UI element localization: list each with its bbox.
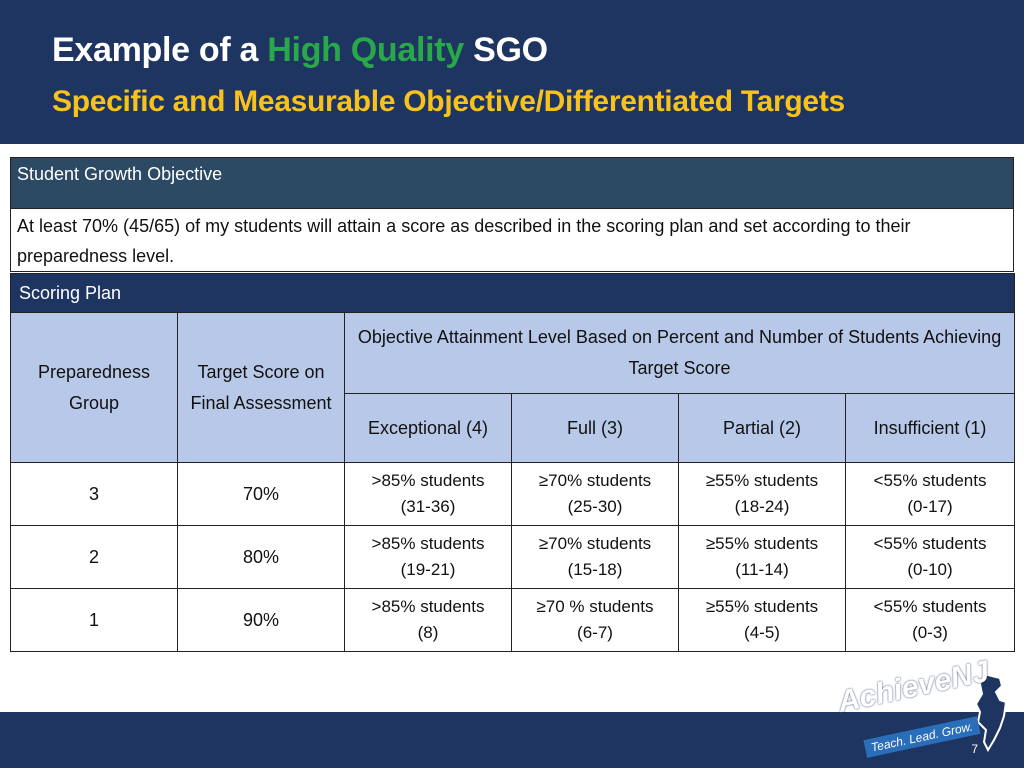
pct-text: ≥55% students bbox=[705, 534, 819, 553]
range-text: (31-36) bbox=[400, 497, 456, 516]
attainment-cell: <55% students (0-10) bbox=[844, 525, 1016, 589]
attainment-cell: >85% students (19-21) bbox=[344, 525, 512, 589]
range-text: (0-17) bbox=[907, 497, 953, 516]
column-header-row: Preparedness Group Target Score on Final… bbox=[10, 312, 1016, 463]
pct-text: >85% students bbox=[371, 597, 485, 616]
attainment-cell: ≥55% students (11-14) bbox=[678, 525, 846, 589]
range-text: (18-24) bbox=[734, 497, 790, 516]
title-prefix: Example of a bbox=[52, 31, 268, 69]
level-full: Full (3) bbox=[511, 393, 679, 463]
scoring-plan-heading: Scoring Plan bbox=[9, 273, 1016, 313]
range-text: (25-30) bbox=[567, 497, 623, 516]
table-row: 2 80% >85% students (19-21) ≥70% students… bbox=[10, 525, 1016, 589]
col-preparedness-group: Preparedness Group bbox=[10, 312, 178, 463]
logo-tagline: Teach. Lead. Grow. bbox=[863, 716, 981, 758]
range-text: (11-14) bbox=[735, 560, 789, 579]
pct-text: ≥70% students bbox=[538, 534, 652, 553]
page-title: Example of a High Quality SGO bbox=[52, 28, 548, 72]
pct-text: >85% students bbox=[371, 534, 485, 553]
page-number: 7 bbox=[971, 742, 978, 756]
sgo-table: Student Growth Objective At least 70% (4… bbox=[10, 157, 1014, 272]
group-cell: 2 bbox=[10, 525, 178, 589]
pct-text: >85% students bbox=[371, 471, 485, 490]
col-target-score: Target Score on Final Assessment bbox=[177, 312, 345, 463]
achievenj-logo: AchieveNJ Teach. Lead. Grow. bbox=[835, 655, 1010, 768]
range-text: (0-10) bbox=[907, 560, 953, 579]
level-insufficient: Insufficient (1) bbox=[844, 393, 1016, 463]
table-row: 3 70% >85% students (31-36) ≥70% students… bbox=[10, 462, 1016, 526]
pct-text: <55% students bbox=[873, 471, 987, 490]
logo-nj: NJ bbox=[947, 654, 992, 696]
level-header-row: Exceptional (4) Full (3) Partial (2) Ins… bbox=[11, 393, 1016, 463]
range-text: (15-18) bbox=[567, 560, 623, 579]
header-divider bbox=[0, 144, 1024, 154]
level-exceptional: Exceptional (4) bbox=[344, 393, 512, 463]
pct-text: <55% students bbox=[873, 597, 987, 616]
pct-text: ≥70% students bbox=[538, 471, 652, 490]
title-banner: Example of a High Quality SGO Specific a… bbox=[0, 0, 1024, 144]
attainment-cell: ≥55% students (18-24) bbox=[678, 462, 846, 526]
logo-achieve: Achieve bbox=[834, 662, 955, 720]
new-jersey-state-icon bbox=[974, 672, 1008, 752]
range-text: (19-21) bbox=[400, 560, 456, 579]
sgo-header-row: Student Growth Objective bbox=[10, 157, 1014, 209]
table-row: 1 90% >85% students (8) ≥70 % students (6-… bbox=[10, 588, 1016, 652]
range-text: (6-7) bbox=[577, 623, 613, 642]
scoring-plan-table: Scoring Plan Preparedness Group Target S… bbox=[9, 273, 1016, 652]
range-text: (8) bbox=[417, 623, 439, 642]
pct-text: ≥70 % students bbox=[536, 597, 654, 616]
sgo-heading: Student Growth Objective bbox=[10, 157, 1014, 209]
group-cell: 1 bbox=[10, 588, 178, 652]
pct-text: <55% students bbox=[873, 534, 987, 553]
pct-text: ≥55% students bbox=[705, 597, 819, 616]
target-cell: 80% bbox=[177, 525, 345, 589]
attainment-cell: ≥70% students (15-18) bbox=[511, 525, 679, 589]
title-suffix: SGO bbox=[463, 31, 548, 69]
attainment-cell: ≥70 % students (6-7) bbox=[511, 588, 679, 652]
attainment-cell: <55% students (0-17) bbox=[844, 462, 1016, 526]
scoring-plan-header-row: Scoring Plan bbox=[9, 273, 1016, 313]
attainment-cell: ≥55% students (4-5) bbox=[678, 588, 846, 652]
pct-text: ≥55% students bbox=[705, 471, 819, 490]
target-cell: 90% bbox=[177, 588, 345, 652]
attainment-cell: <55% students (0-3) bbox=[844, 588, 1016, 652]
page-subtitle: Specific and Measurable Objective/Differ… bbox=[52, 85, 845, 118]
range-text: (4-5) bbox=[744, 623, 780, 642]
range-text: (0-3) bbox=[912, 623, 948, 642]
col-objective-attainment: Objective Attainment Level Based on Perc… bbox=[343, 312, 1016, 394]
attainment-cell: >85% students (31-36) bbox=[344, 462, 512, 526]
title-highlight: High Quality bbox=[267, 31, 464, 69]
target-cell: 70% bbox=[177, 462, 345, 526]
logo-wordmark: AchieveNJ bbox=[835, 655, 992, 720]
attainment-cell: ≥70% students (25-30) bbox=[511, 462, 679, 526]
footer-banner bbox=[0, 712, 1024, 768]
level-partial: Partial (2) bbox=[678, 393, 846, 463]
group-cell: 3 bbox=[10, 462, 178, 526]
sgo-text: At least 70% (45/65) of my students will… bbox=[10, 208, 1014, 272]
sgo-body-row: At least 70% (45/65) of my students will… bbox=[10, 208, 1014, 272]
attainment-cell: >85% students (8) bbox=[344, 588, 512, 652]
